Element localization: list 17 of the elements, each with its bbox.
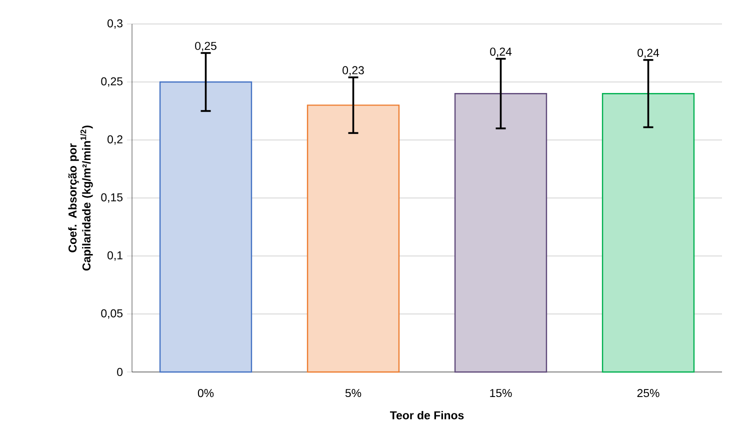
data-label: 0,24 [638, 48, 660, 58]
data-label: 0,23 [342, 66, 364, 76]
data-label: 0,24 [490, 48, 512, 58]
y-tick-label: 0,25 [101, 77, 123, 87]
y-tick-label: 0,3 [108, 19, 122, 29]
x-tick-label: 15% [490, 389, 512, 398]
x-tick-label: 5% [345, 389, 362, 398]
y-tick-label: 0,15 [101, 193, 123, 203]
y-tick-label: 0,05 [101, 309, 123, 319]
y-tick-label: 0,2 [108, 135, 122, 145]
x-tick-label: 25% [637, 389, 660, 398]
y-tick-label: 0,1 [108, 251, 122, 261]
x-tick-label: 0% [198, 389, 214, 398]
data-label: 0,25 [195, 42, 216, 52]
x-axis-title: Teor de Finos [390, 410, 464, 420]
y-axis-title: Coef. Absorção por Capilaridade (kg/m²/min$^{1/2}$) [68, 126, 93, 271]
y-tick-label: 0 [117, 368, 123, 376]
